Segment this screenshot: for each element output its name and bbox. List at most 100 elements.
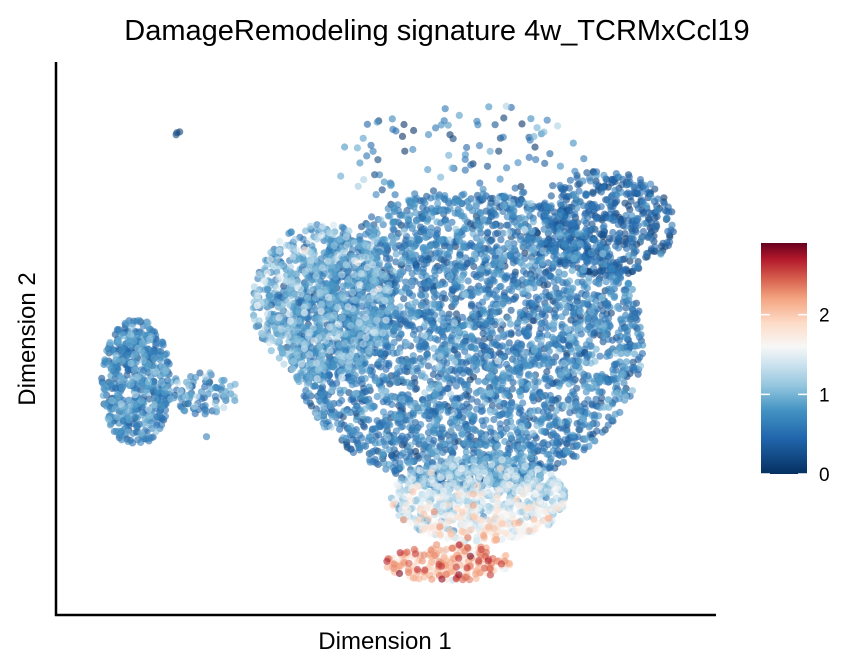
data-point <box>511 184 519 192</box>
data-point <box>502 343 510 351</box>
data-point <box>421 209 429 217</box>
data-point <box>461 384 470 392</box>
data-point <box>496 420 504 428</box>
data-point <box>391 207 399 215</box>
data-point <box>461 254 470 262</box>
data-point <box>378 451 386 460</box>
data-point <box>386 212 394 220</box>
data-point <box>648 235 656 243</box>
data-point <box>624 280 632 288</box>
data-point <box>373 417 381 425</box>
data-point <box>107 372 115 380</box>
data-point <box>620 343 628 351</box>
data-point <box>202 433 211 441</box>
data-point <box>652 223 660 231</box>
data-point <box>437 236 445 244</box>
data-point <box>302 397 311 405</box>
data-point <box>113 390 122 398</box>
data-point <box>424 362 432 370</box>
data-point <box>483 293 491 301</box>
data-point <box>151 395 159 403</box>
data-point <box>364 366 372 375</box>
data-point <box>192 373 200 382</box>
data-point <box>593 427 601 435</box>
data-point <box>213 384 221 392</box>
data-point <box>479 190 487 198</box>
data-point <box>648 209 656 218</box>
data-point <box>608 415 616 423</box>
data-point <box>368 449 376 457</box>
data-point <box>424 131 433 139</box>
data-point <box>374 423 382 431</box>
data-point <box>218 377 226 385</box>
data-point <box>574 278 582 286</box>
data-point <box>534 378 542 386</box>
data-point <box>580 217 588 225</box>
data-points <box>98 102 677 584</box>
data-point <box>642 202 651 210</box>
data-point <box>365 383 373 391</box>
data-point <box>610 216 618 224</box>
data-point <box>591 258 600 266</box>
data-point <box>575 187 583 195</box>
data-point <box>630 187 639 195</box>
data-point <box>537 391 546 400</box>
data-point <box>552 407 560 415</box>
data-point <box>360 423 368 431</box>
data-point <box>651 243 659 251</box>
data-point <box>513 360 521 368</box>
data-point <box>413 336 421 344</box>
data-point <box>595 388 603 396</box>
data-point <box>518 120 526 128</box>
data-point <box>423 259 431 267</box>
data-point <box>340 386 348 394</box>
data-point <box>287 228 295 236</box>
data-point <box>346 377 354 385</box>
data-point <box>392 258 400 266</box>
data-point <box>490 379 498 387</box>
data-point <box>462 439 470 447</box>
data-point <box>455 255 463 263</box>
data-point <box>541 219 549 227</box>
data-point <box>389 125 397 133</box>
data-point <box>446 441 454 449</box>
data-point <box>499 207 507 216</box>
data-point <box>486 238 494 246</box>
data-point <box>428 213 436 221</box>
data-point <box>477 274 485 282</box>
data-point <box>558 331 566 339</box>
data-point <box>453 369 461 377</box>
data-point <box>368 213 376 221</box>
data-point <box>131 401 139 409</box>
data-point <box>566 176 575 184</box>
data-point <box>452 199 460 207</box>
data-point <box>261 286 269 294</box>
data-point <box>642 250 651 258</box>
data-point <box>476 179 484 187</box>
data-point <box>637 235 645 243</box>
data-point <box>479 298 487 306</box>
data-point <box>429 187 438 195</box>
data-point <box>465 403 473 411</box>
data-point <box>634 329 642 337</box>
data-point <box>572 293 580 301</box>
data-point <box>99 391 107 400</box>
data-point <box>417 433 425 441</box>
data-point <box>639 227 648 236</box>
data-point <box>555 382 563 390</box>
data-point <box>389 219 397 227</box>
data-point <box>379 408 388 416</box>
data-point <box>426 279 434 287</box>
data-point <box>496 175 504 183</box>
data-point <box>609 235 617 243</box>
data-point <box>422 456 430 464</box>
data-point <box>372 459 380 467</box>
data-point <box>549 447 558 455</box>
data-point <box>358 434 366 442</box>
data-point <box>461 330 469 338</box>
data-point <box>394 364 402 372</box>
data-point <box>509 210 517 218</box>
data-point <box>100 381 108 389</box>
data-point <box>604 421 612 429</box>
data-point <box>569 243 577 251</box>
